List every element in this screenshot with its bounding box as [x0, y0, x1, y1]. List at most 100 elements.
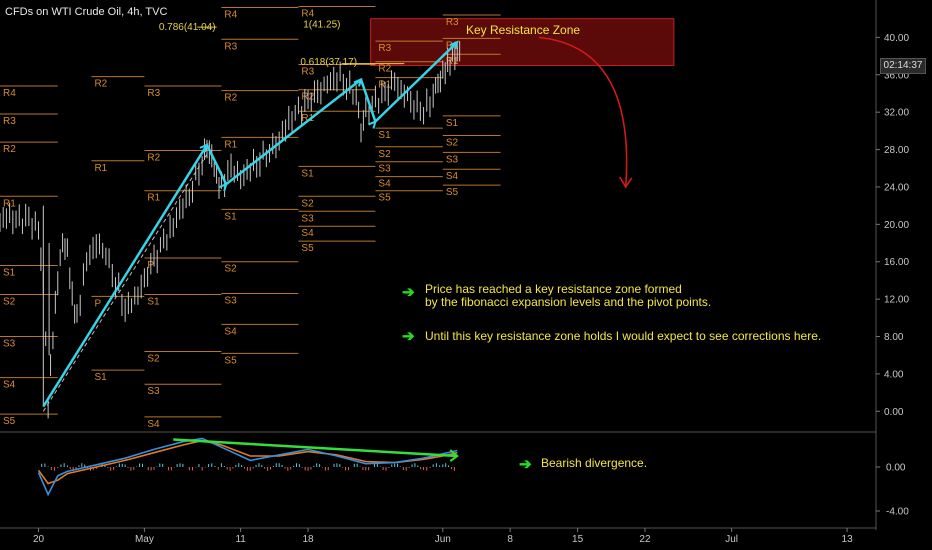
- resistance-zone-label: Key Resistance Zone: [466, 23, 581, 37]
- note-line-2: by the fibonacci expansion levels and th…: [425, 295, 712, 309]
- note-divergence: Bearish divergence.: [541, 456, 648, 470]
- pivot-level-label: R3: [3, 116, 16, 127]
- time-axis[interactable]: 20 May 11 18 Jun 8 15 22 Jul 13: [0, 527, 876, 545]
- price-axis[interactable]: 40.00 36.00 32.00 28.00 24.00 20.00 16.00 12.00…: [0, 0, 909, 530]
- divergence-arrowhead: [449, 449, 459, 462]
- pivot-level-label: S3: [224, 296, 237, 307]
- time-axis-label: 15: [572, 534, 584, 545]
- pivot-level-label: R3: [446, 17, 459, 28]
- indicator-axis-label: 0.00: [886, 463, 906, 474]
- chart-title: CFDs on WTI Crude Oil, 4h, TVC: [5, 6, 168, 18]
- price-axis-label: 12.00: [884, 295, 909, 306]
- time-axis-label: 8: [507, 534, 513, 545]
- pivot-level-label: S3: [301, 213, 314, 224]
- trend-line: [374, 41, 459, 123]
- pivot-level-label: S5: [378, 193, 391, 204]
- green-arrow-icon: ➔: [519, 456, 532, 473]
- trend-line: [359, 79, 377, 122]
- price-axis-label: 32.00: [884, 108, 909, 119]
- pivot-level-label: R1: [224, 139, 237, 150]
- macd-line: [37, 437, 458, 497]
- pivot-level-label: S3: [147, 386, 160, 397]
- pivot-level-label: R2: [3, 144, 16, 155]
- pivot-level-label: R2: [147, 153, 160, 164]
- pivot-level-label: S1: [446, 118, 459, 129]
- pivot-level-label: R3: [147, 88, 160, 99]
- pivot-level-label: S2: [446, 138, 459, 149]
- trend-arrowhead: [353, 77, 363, 87]
- projection-curve: [538, 36, 628, 188]
- pivot-level-label: S3: [446, 154, 459, 165]
- trend-arrowhead: [368, 119, 377, 129]
- indicator-axis-label: -4.00: [886, 507, 909, 518]
- pivot-levels: R4R3R2R1S1S2S3S4S5R2R1PS1R3R2R1PS1S2S3S4…: [0, 6, 501, 430]
- pivot-level-label: R4: [3, 88, 16, 99]
- price-axis-label: 36.00: [884, 70, 909, 81]
- pivot-level-label: R3: [378, 43, 391, 54]
- projection-arrowhead: [619, 176, 633, 189]
- pivot-level-label: S4: [147, 419, 160, 430]
- trend-arrowhead: [218, 182, 228, 192]
- pivot-level-label: S5: [3, 416, 16, 427]
- price-axis-label: 20.00: [884, 220, 909, 231]
- pivot-level-label: R1: [301, 113, 314, 124]
- current-price-tag: 02:14:37: [880, 58, 926, 74]
- pivot-level-label: R4: [301, 9, 314, 20]
- time-axis-label: May: [135, 534, 154, 545]
- pivot-level-label: S2: [224, 264, 237, 275]
- pivot-level-label: R3: [224, 41, 237, 52]
- pivot-level-label: S5: [301, 243, 314, 254]
- pivot-level-label: R1: [94, 163, 107, 174]
- fib-level-label: 0.618(37.17): [300, 57, 357, 68]
- pivot-level-label: S5: [446, 187, 459, 198]
- pivot-level-label: S2: [301, 198, 314, 209]
- time-axis-label: 18: [302, 534, 314, 545]
- pivot-level-label: S3: [378, 164, 391, 175]
- pivot-level-label: S2: [147, 353, 160, 364]
- pivot-level-label: S4: [446, 171, 459, 182]
- trend-arrowhead: [449, 40, 459, 50]
- pivot-level-label: S2: [3, 296, 16, 307]
- time-axis-label: 13: [842, 534, 854, 545]
- pivot-level-label: S1: [224, 211, 237, 222]
- divergence-line: [173, 438, 458, 458]
- pivot-level-label: S2: [378, 149, 391, 160]
- pivot-level-label: S1: [378, 130, 391, 141]
- note-line-1: Price has reached a key resistance zone …: [425, 282, 682, 296]
- price-axis-label: 28.00: [884, 145, 909, 156]
- time-axis-label: 22: [639, 534, 651, 545]
- trend-line: [205, 144, 228, 185]
- price-axis-label: 4.00: [884, 369, 904, 380]
- trend-line: [42, 144, 209, 408]
- pivot-level-label: S1: [147, 296, 160, 307]
- price-axis-label: 8.00: [884, 332, 904, 343]
- pivot-level-label: S4: [224, 326, 237, 337]
- pivot-level-label: S3: [3, 339, 16, 350]
- pivot-level-label: S1: [301, 168, 314, 179]
- pivot-level-label: R2: [224, 93, 237, 104]
- trend-lines: [42, 40, 459, 412]
- pivot-level-label: R3: [301, 67, 314, 78]
- pivot-level-label: R2: [94, 79, 107, 90]
- dashed-trend-line: [42, 153, 208, 412]
- time-axis-label: 11: [235, 534, 246, 545]
- fib-level-label: 0.786(41.04): [159, 22, 216, 33]
- green-arrow-icon: ➔: [402, 328, 415, 345]
- pivot-level-label: S1: [94, 372, 107, 383]
- pivot-level-label: S5: [224, 355, 237, 366]
- price-axis-label: 16.00: [884, 257, 909, 268]
- pivot-level-label: S4: [3, 380, 16, 391]
- time-axis-label: Jul: [725, 534, 738, 545]
- trend-line: [225, 78, 362, 186]
- pivot-level-label: P: [94, 298, 101, 309]
- indicator-pane: [37, 437, 459, 497]
- pivot-level-label: R2: [378, 64, 391, 75]
- pivot-level-label: S4: [378, 179, 391, 190]
- note-line-3: Until this key resistance zone holds I w…: [425, 329, 822, 343]
- green-arrow-icon: ➔: [402, 284, 415, 301]
- trend-arrowhead: [199, 143, 209, 153]
- pivot-level-label: R1: [147, 193, 160, 204]
- price-axis-label: 0.00: [884, 407, 904, 418]
